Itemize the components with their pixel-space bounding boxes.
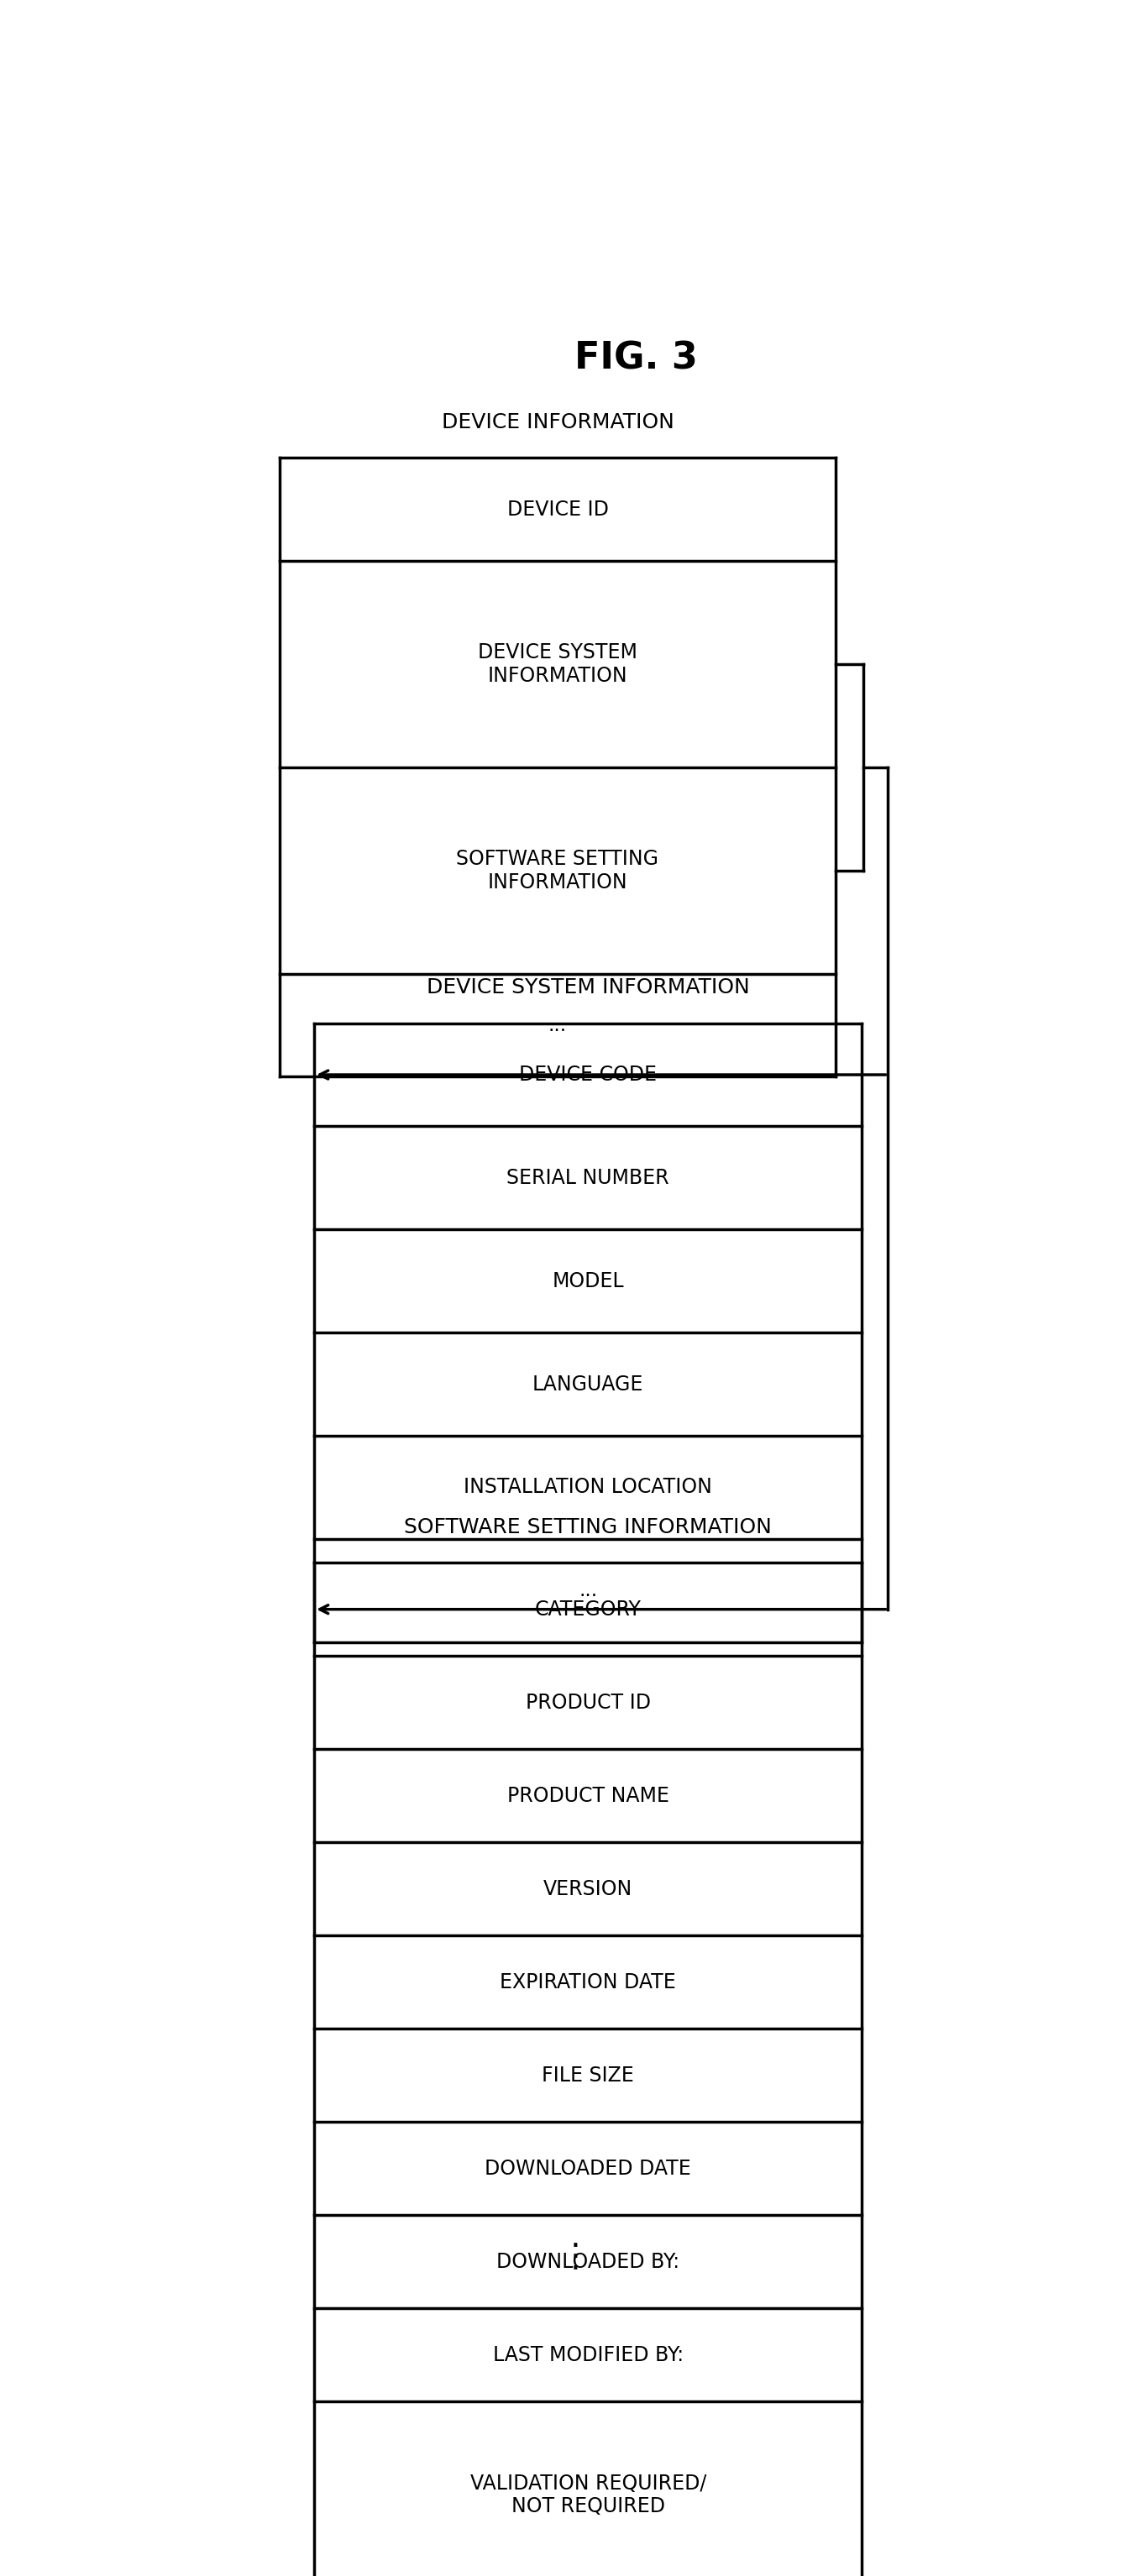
Text: DEVICE ID: DEVICE ID <box>507 500 608 520</box>
Text: ⋮: ⋮ <box>559 2241 591 2272</box>
Text: ...: ... <box>549 1015 567 1036</box>
Text: ...: ... <box>579 1582 597 1600</box>
Text: FILE SIZE: FILE SIZE <box>542 2066 634 2087</box>
Text: DEVICE INFORMATION: DEVICE INFORMATION <box>441 412 674 433</box>
Text: SOFTWARE SETTING INFORMATION: SOFTWARE SETTING INFORMATION <box>404 1517 772 1538</box>
Text: DEVICE SYSTEM
INFORMATION: DEVICE SYSTEM INFORMATION <box>478 641 637 685</box>
Text: LANGUAGE: LANGUAGE <box>533 1373 644 1394</box>
Text: DEVICE CODE: DEVICE CODE <box>519 1064 657 1084</box>
Text: FIG. 3: FIG. 3 <box>574 340 698 376</box>
Text: DEVICE SYSTEM INFORMATION: DEVICE SYSTEM INFORMATION <box>426 976 749 997</box>
Text: EXPIRATION DATE: EXPIRATION DATE <box>500 1973 677 1991</box>
Text: CATEGORY: CATEGORY <box>535 1600 642 1620</box>
Text: LAST MODIFIED BY:: LAST MODIFIED BY: <box>493 2344 683 2365</box>
Text: DOWNLOADED BY:: DOWNLOADED BY: <box>496 2251 680 2272</box>
Text: MODEL: MODEL <box>552 1270 624 1291</box>
Text: SOFTWARE SETTING
INFORMATION: SOFTWARE SETTING INFORMATION <box>457 848 659 891</box>
Text: INSTALLATION LOCATION: INSTALLATION LOCATION <box>463 1476 712 1497</box>
Text: SERIAL NUMBER: SERIAL NUMBER <box>507 1167 670 1188</box>
Text: VERSION: VERSION <box>543 1878 633 1899</box>
Text: VALIDATION REQUIRED/
NOT REQUIRED: VALIDATION REQUIRED/ NOT REQUIRED <box>470 2473 706 2517</box>
Text: PRODUCT ID: PRODUCT ID <box>525 1692 651 1713</box>
Text: DOWNLOADED DATE: DOWNLOADED DATE <box>485 2159 691 2179</box>
Text: PRODUCT NAME: PRODUCT NAME <box>507 1785 669 1806</box>
